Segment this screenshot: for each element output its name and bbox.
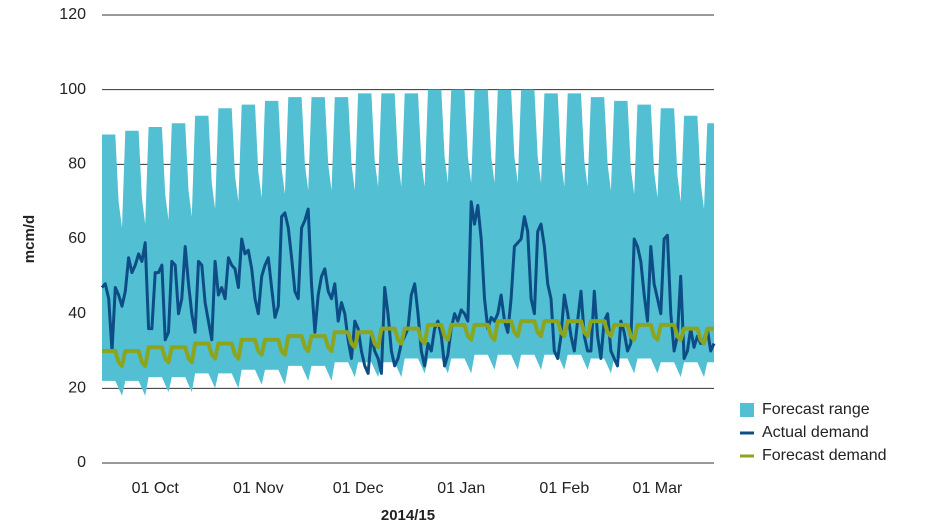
legend-label: Forecast range (762, 401, 870, 418)
legend-label: Forecast demand (762, 447, 887, 464)
y-tick-label: 60 (68, 230, 86, 247)
y-tick-label: 80 (68, 156, 86, 173)
series-line (102, 319, 714, 368)
y-tick-label: 100 (59, 81, 86, 98)
x-tick-label: 01 Jan (437, 480, 485, 497)
x-tick-label: 01 Oct (132, 480, 180, 497)
legend-swatch (740, 403, 754, 417)
y-tick-label: 120 (59, 6, 86, 23)
y-tick-label: 0 (77, 454, 86, 471)
x-tick-label: 01 Feb (539, 480, 589, 497)
x-tick-label: 01 Mar (633, 480, 683, 497)
x-axis-label: 2014/15 (381, 507, 435, 524)
y-tick-label: 20 (68, 380, 86, 397)
x-tick-label: 01 Dec (333, 480, 384, 497)
y-axis-label: mcm/d (21, 215, 38, 263)
x-tick-label: 01 Nov (233, 480, 284, 497)
legend-label: Actual demand (762, 424, 869, 441)
y-tick-label: 40 (68, 305, 86, 322)
